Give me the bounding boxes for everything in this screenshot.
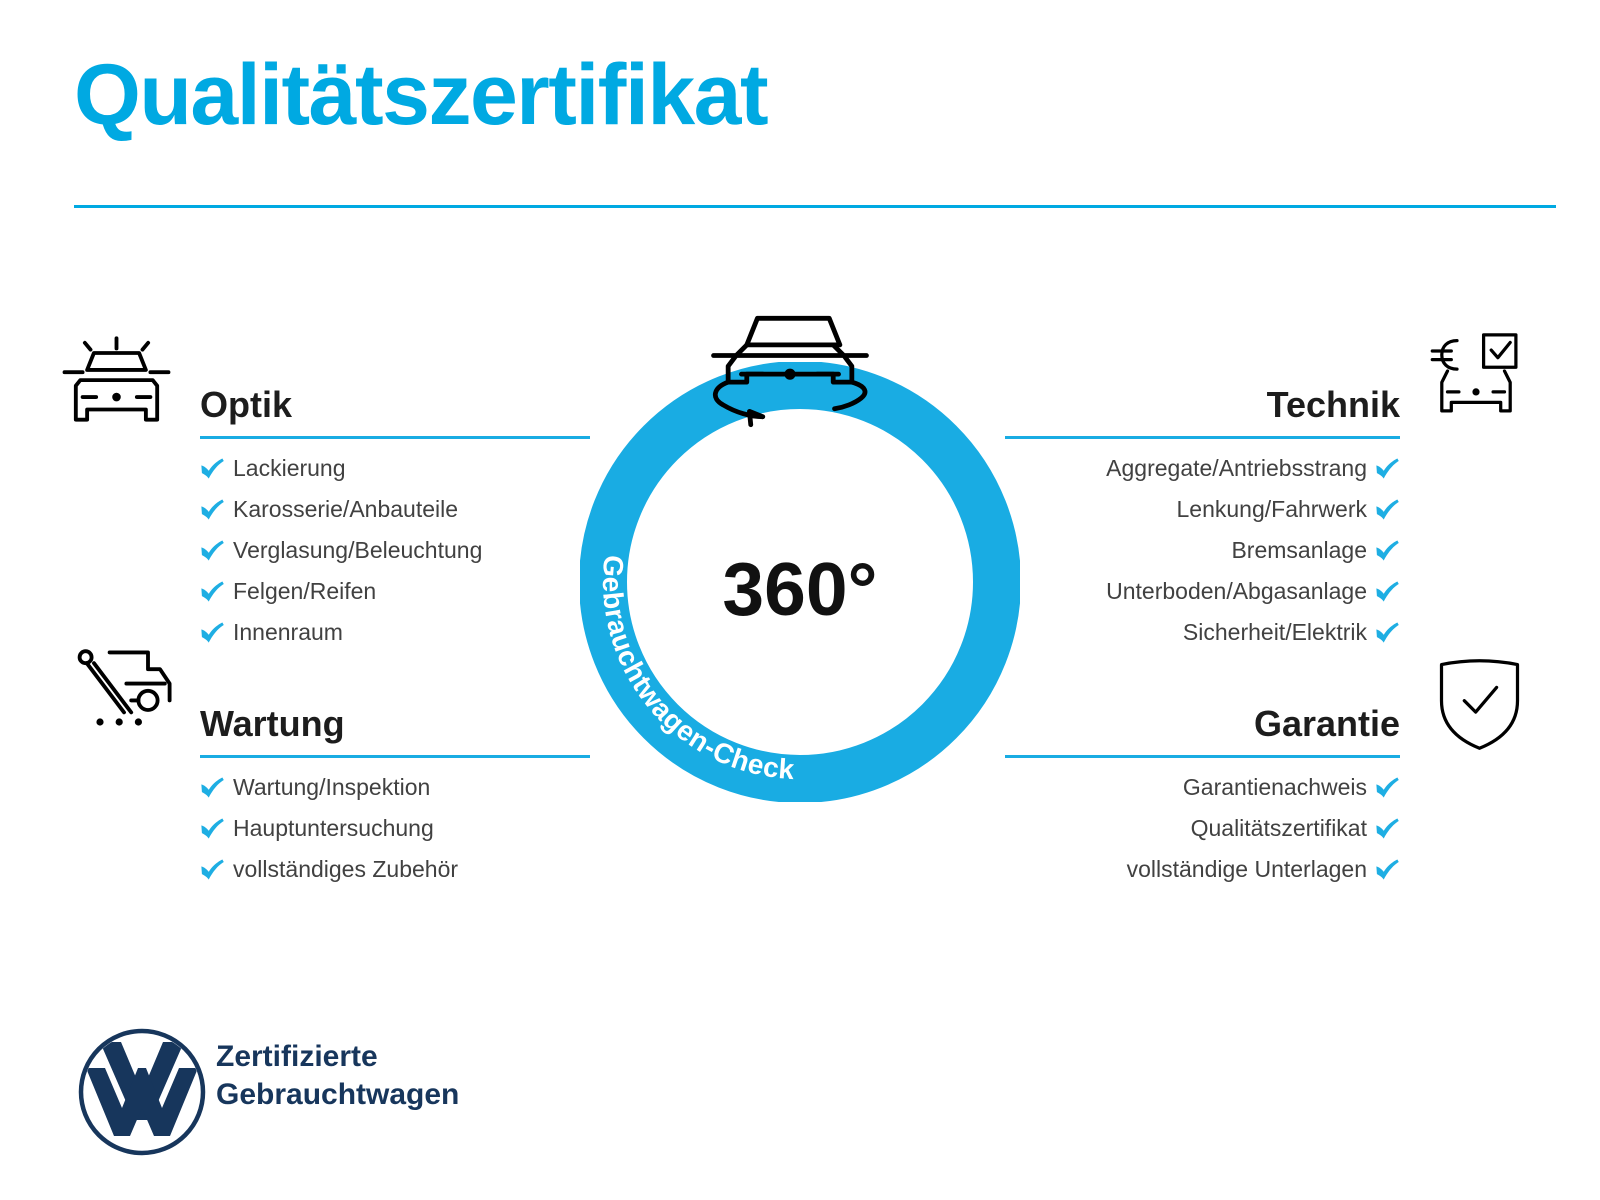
svg-text:360°: 360° — [722, 547, 877, 631]
